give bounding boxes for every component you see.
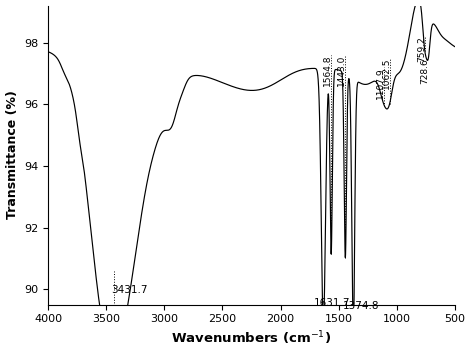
Text: 1107.9: 1107.9	[376, 67, 385, 99]
Text: 1564.8: 1564.8	[323, 55, 332, 86]
Text: 1443.0: 1443.0	[337, 55, 346, 86]
Text: 1374.8: 1374.8	[342, 301, 379, 311]
Y-axis label: Transmittance (%): Transmittance (%)	[6, 91, 18, 220]
Text: 1631.7: 1631.7	[314, 298, 350, 308]
Text: 759.2: 759.2	[417, 36, 426, 62]
X-axis label: Wavenumbers (cm$^{-1}$): Wavenumbers (cm$^{-1}$)	[171, 330, 332, 347]
Text: 728.6: 728.6	[420, 58, 429, 84]
Text: 1062.5: 1062.5	[382, 58, 390, 89]
Text: 3431.7: 3431.7	[111, 285, 148, 294]
